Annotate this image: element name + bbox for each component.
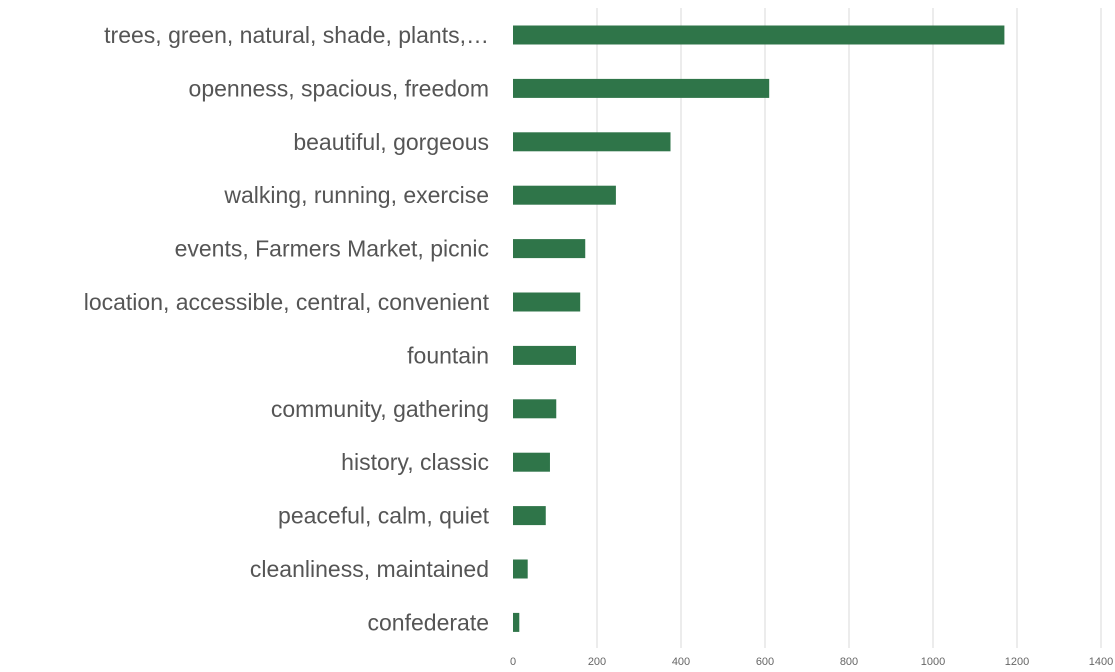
bars-layer <box>513 25 1005 632</box>
x-tick-label: 400 <box>672 656 690 668</box>
category-label: history, classic <box>341 449 489 475</box>
x-tick-label: 600 <box>756 656 774 668</box>
bar <box>513 78 770 98</box>
category-label: walking, running, exercise <box>223 182 489 208</box>
x-tick-label: 800 <box>840 656 858 668</box>
category-label: peaceful, calm, quiet <box>278 503 490 529</box>
x-axis-tick-labels: 0 200 400 600 800 1000 1200 1400 <box>510 656 1113 668</box>
category-labels: trees, green, natural, shade, plants,… op… <box>84 22 490 635</box>
category-label: beautiful, gorgeous <box>293 129 489 155</box>
x-tick-label: 1400 <box>1089 656 1113 668</box>
category-label: cleanliness, maintained <box>250 556 489 582</box>
bar <box>513 239 586 259</box>
bar <box>513 132 671 152</box>
category-label: trees, green, natural, shade, plants,… <box>104 22 489 48</box>
grid-layer <box>596 8 1102 648</box>
category-label: community, gathering <box>271 396 489 422</box>
bar <box>513 612 520 632</box>
category-label: fountain <box>407 342 489 368</box>
category-label: location, accessible, central, convenien… <box>84 289 490 315</box>
category-label: confederate <box>368 609 489 635</box>
bar <box>513 185 616 205</box>
x-tick-label: 200 <box>588 656 606 668</box>
bar <box>513 452 550 472</box>
bar <box>513 345 576 365</box>
x-tick-label: 0 <box>510 656 516 668</box>
bar <box>513 559 528 579</box>
bar <box>513 399 557 419</box>
x-tick-label: 1200 <box>1005 656 1029 668</box>
x-tick-label: 1000 <box>921 656 945 668</box>
category-label: openness, spacious, freedom <box>189 75 489 101</box>
bar <box>513 292 581 312</box>
category-label: events, Farmers Market, picnic <box>175 236 489 262</box>
bar <box>513 25 1005 45</box>
bar <box>513 506 546 526</box>
